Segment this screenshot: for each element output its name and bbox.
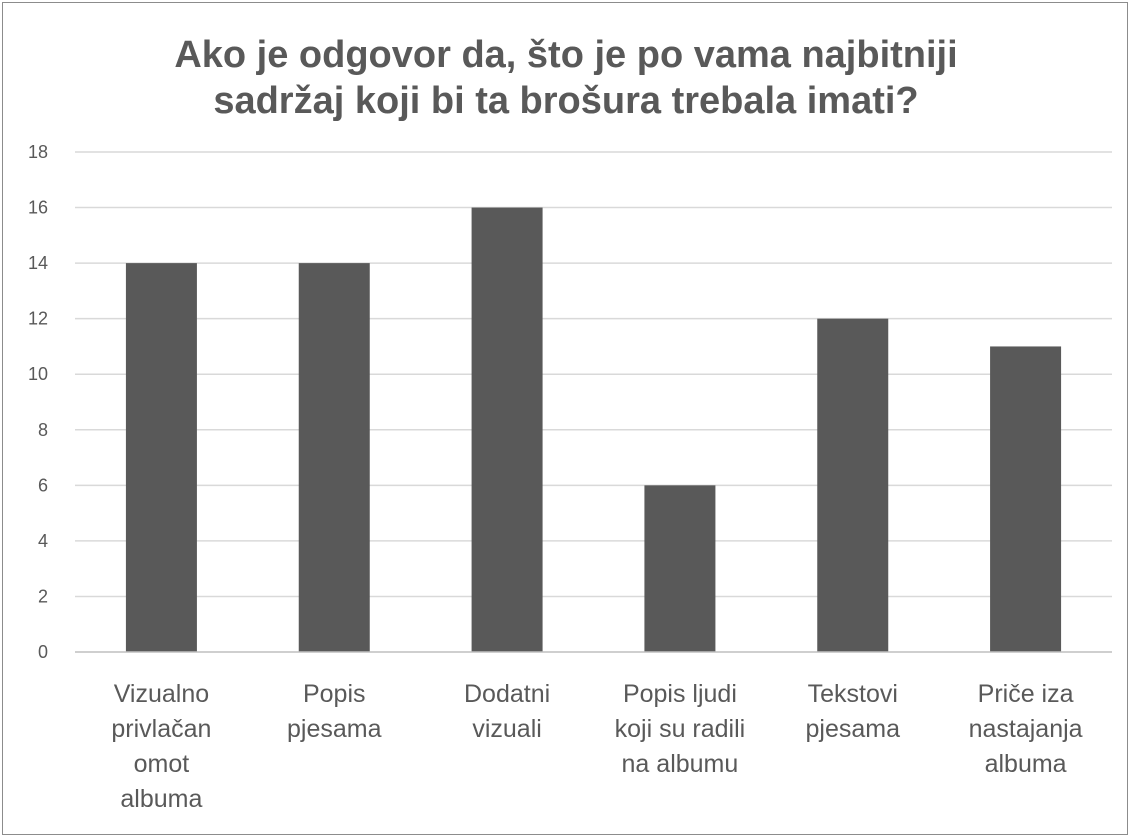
chart-title: Ako je odgovor da, što je po vama najbit… <box>0 32 1132 124</box>
y-tick-label: 10 <box>28 364 48 384</box>
bar <box>471 207 543 653</box>
bar <box>990 346 1062 652</box>
gridlines <box>75 151 1112 598</box>
bar <box>644 485 716 652</box>
y-tick-label: 4 <box>38 531 48 551</box>
y-tick-label: 16 <box>28 198 48 218</box>
bar <box>817 318 889 652</box>
x-tick-label: Tekstovi pjesama <box>806 680 901 743</box>
x-tick-label-line: Popis ljudi <box>623 680 737 708</box>
x-tick-label: Vizualno privlačan omot albuma <box>111 680 211 813</box>
y-tick-label: 8 <box>38 420 48 440</box>
x-tick-label-line: koji su radili <box>615 715 746 743</box>
bar <box>125 263 197 652</box>
y-tick-label: 14 <box>28 253 48 273</box>
x-tick-label-line: albuma <box>120 785 202 813</box>
y-tick-label: 2 <box>38 586 48 606</box>
x-tick-label-line: na albumu <box>622 750 739 778</box>
x-axis-labels: Vizualno privlačan omot albuma Popis pjesama D… <box>111 680 1082 813</box>
x-tick-label: Dodatni vizuali <box>464 680 550 743</box>
bars <box>125 207 1062 653</box>
y-tick-label: 12 <box>28 309 48 329</box>
y-tick-label: 0 <box>38 642 48 662</box>
y-tick-label: 6 <box>38 475 48 495</box>
x-tick-label-line: Vizualno <box>114 680 209 708</box>
chart-title-line-2: sadržaj koji bi ta brošura trebala imati… <box>213 80 919 122</box>
bar <box>298 263 370 652</box>
x-tick-label-line: privlačan <box>111 715 211 743</box>
x-tick-label: Priče iza nastajanja albuma <box>969 680 1083 778</box>
x-tick-label: Popis ljudi koji su radili na albumu <box>615 680 746 778</box>
x-tick-label-line: albuma <box>985 750 1067 778</box>
x-tick-label-line: pjesama <box>287 715 382 743</box>
x-tick-label-line: nastajanja <box>969 715 1083 743</box>
x-tick-label-line: omot <box>134 750 190 778</box>
x-tick-label-line: Popis <box>303 680 366 708</box>
x-tick-label-line: Tekstovi <box>808 680 898 708</box>
x-tick-label-line: Dodatni <box>464 680 550 708</box>
x-tick-label-line: pjesama <box>806 715 901 743</box>
chart-title-line-1: Ako je odgovor da, što je po vama najbit… <box>174 34 958 76</box>
y-axis-ticks: 0 2 4 6 8 10 12 14 16 18 <box>28 142 48 662</box>
x-tick-label-line: Priče iza <box>978 680 1074 708</box>
x-tick-label-line: vizuali <box>472 715 541 743</box>
x-tick-label: Popis pjesama <box>287 680 382 743</box>
y-tick-label: 18 <box>28 142 48 162</box>
